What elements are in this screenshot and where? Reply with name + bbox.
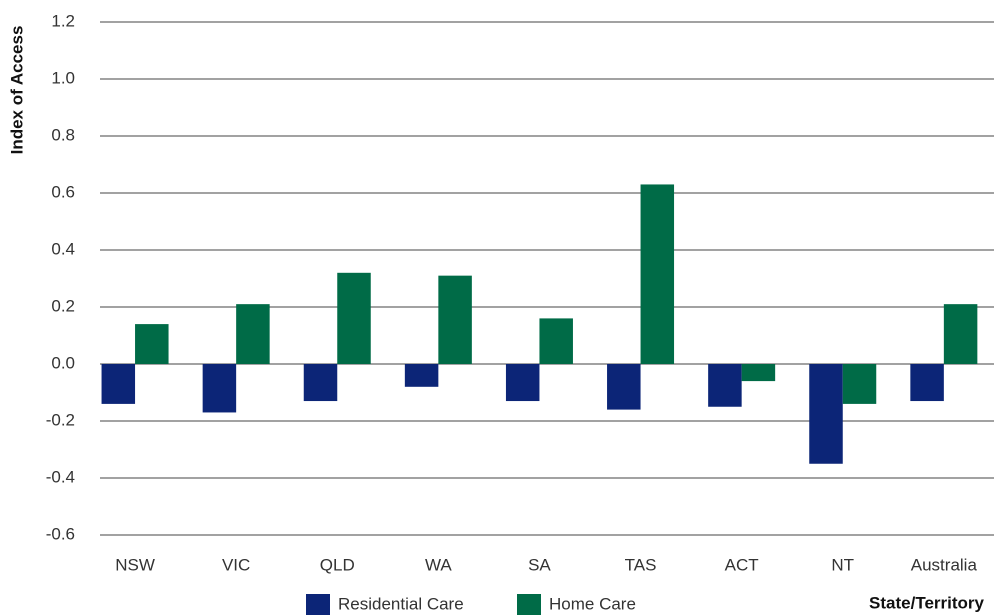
bar <box>842 364 877 404</box>
bar <box>303 364 338 402</box>
bar <box>236 304 270 364</box>
y-tick-label: -0.2 <box>46 410 75 429</box>
y-tick-label: 0.6 <box>51 182 75 201</box>
x-tick-label: QLD <box>320 555 355 574</box>
y-tick-label: 0.0 <box>51 353 75 372</box>
bar <box>741 364 776 382</box>
x-tick-label: TAS <box>625 555 657 574</box>
bar <box>708 364 742 407</box>
bar <box>337 272 371 364</box>
y-tick-label: 0.8 <box>51 125 75 144</box>
y-tick-label: -0.4 <box>46 467 75 486</box>
bar <box>640 184 675 364</box>
bar <box>135 324 169 364</box>
x-tick-label: VIC <box>222 555 250 574</box>
y-tick-label: 1.0 <box>51 68 75 87</box>
y-tick-label: 0.2 <box>51 296 75 315</box>
bar <box>910 364 944 402</box>
y-tick-label: 1.2 <box>51 11 75 30</box>
bar <box>809 364 843 464</box>
x-tick-label: WA <box>425 555 452 574</box>
bar <box>539 318 573 364</box>
y-tick-label: -0.6 <box>46 524 75 543</box>
bar <box>202 364 237 413</box>
bar <box>943 304 978 364</box>
x-tick-label: NSW <box>115 555 155 574</box>
legend-label: Home Care <box>549 594 636 613</box>
bar <box>607 364 641 410</box>
legend-swatch <box>517 594 541 615</box>
bar <box>101 364 136 404</box>
bar <box>505 364 540 402</box>
legend-label: Residential Care <box>338 594 464 613</box>
x-tick-label: Australia <box>911 555 978 574</box>
x-tick-label: ACT <box>725 555 759 574</box>
bar <box>404 364 439 387</box>
bar <box>438 275 472 364</box>
x-tick-label: SA <box>528 555 551 574</box>
x-axis-label: State/Territory <box>869 593 984 612</box>
y-tick-label: 0.4 <box>51 239 75 258</box>
x-tick-label: NT <box>831 555 854 574</box>
y-axis-label: Index of Access <box>7 26 26 155</box>
legend-swatch <box>306 594 330 615</box>
